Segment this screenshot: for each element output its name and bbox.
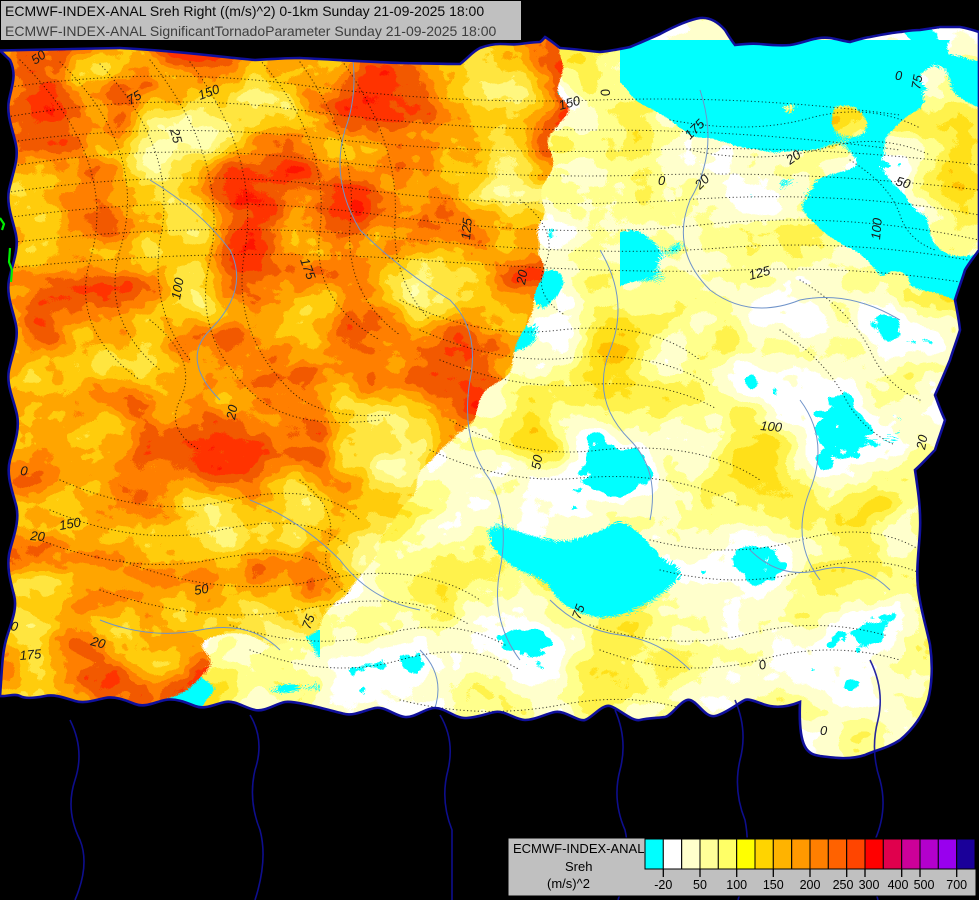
svg-text:500: 500 xyxy=(914,878,935,892)
svg-text:50: 50 xyxy=(410,723,425,738)
svg-text:(m/s)^2: (m/s)^2 xyxy=(547,876,590,891)
svg-text:Sreh: Sreh xyxy=(565,859,592,874)
svg-text:400: 400 xyxy=(888,878,909,892)
svg-text:300: 300 xyxy=(859,878,880,892)
svg-text:0: 0 xyxy=(820,723,828,738)
svg-text:20: 20 xyxy=(29,528,46,544)
svg-text:-20: -20 xyxy=(654,878,672,892)
svg-text:175: 175 xyxy=(19,646,43,663)
svg-text:100: 100 xyxy=(760,418,784,435)
svg-text:125: 125 xyxy=(458,217,475,241)
svg-text:ECMWF-INDEX-ANAL: ECMWF-INDEX-ANAL xyxy=(513,841,644,856)
svg-text:250: 250 xyxy=(833,878,854,892)
svg-text:100: 100 xyxy=(726,878,747,892)
svg-text:700: 700 xyxy=(946,878,967,892)
svg-text:0: 0 xyxy=(658,173,666,188)
svg-text:50: 50 xyxy=(693,878,707,892)
svg-text:200: 200 xyxy=(800,878,821,892)
svg-text:0: 0 xyxy=(895,68,903,83)
svg-text:150: 150 xyxy=(763,878,784,892)
svg-text:100: 100 xyxy=(868,217,885,241)
